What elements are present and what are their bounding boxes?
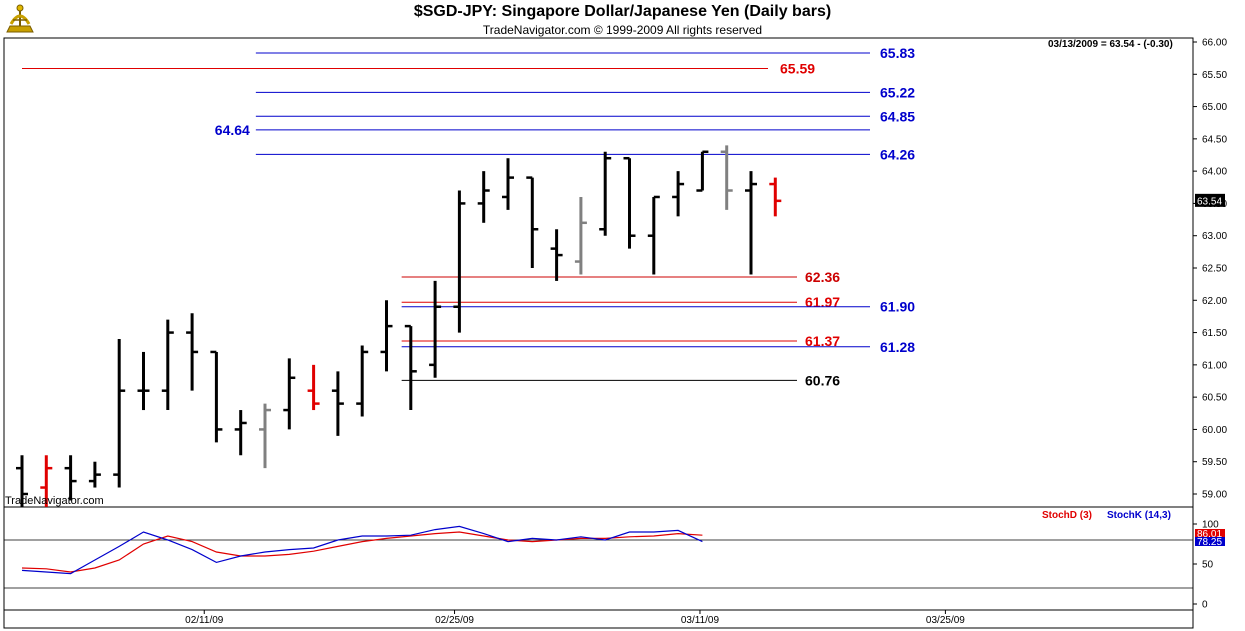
chart-header: $SGD-JPY: Singapore Dollar/Japanese Yen … <box>0 0 1245 40</box>
level-label: 60.76 <box>805 372 840 388</box>
price-bar[interactable] <box>526 176 539 268</box>
price-bar[interactable] <box>404 324 417 411</box>
price-bar[interactable] <box>88 461 101 488</box>
level-label: 64.64 <box>215 122 250 138</box>
level-label: 65.22 <box>880 84 915 100</box>
price-tick-label: 65.50 <box>1202 70 1227 81</box>
stoch-series-line <box>21 531 703 573</box>
level-label: 65.83 <box>880 45 915 61</box>
date-tick-label: 03/25/09 <box>926 615 965 626</box>
price-bar[interactable] <box>259 403 271 469</box>
level-label: 61.90 <box>880 299 915 315</box>
price-bar[interactable] <box>453 190 466 333</box>
price-bar[interactable] <box>720 145 733 210</box>
price-readout: 03/13/2009 = 63.54 - (-0.30) <box>1048 39 1173 50</box>
price-bar[interactable] <box>696 150 709 192</box>
date-tick-label: 03/11/09 <box>681 615 720 626</box>
level-label: 64.85 <box>880 108 915 124</box>
price-tick-label: 65.00 <box>1202 102 1227 113</box>
stoch-tick-label: 50 <box>1202 560 1214 571</box>
price-bar[interactable] <box>477 171 490 223</box>
stoch-legend-entry: StochD (3) <box>1042 510 1092 521</box>
date-axis: 02/11/09 02/25/09 03/11/09 03/25/09 <box>185 610 965 626</box>
price-tick-label: 64.00 <box>1202 167 1227 178</box>
date-tick-label: 02/25/09 <box>435 615 474 626</box>
price-bar[interactable] <box>429 280 442 378</box>
level-label: 61.37 <box>805 333 840 349</box>
price-bar[interactable] <box>623 156 636 249</box>
price-tick-label: 62.00 <box>1202 296 1227 307</box>
price-tick-label: 60.50 <box>1202 393 1227 404</box>
last-price-label: 63.54 <box>1197 196 1222 207</box>
level-label: 61.28 <box>880 339 915 355</box>
price-bar[interactable] <box>40 455 53 507</box>
price-bar[interactable] <box>502 158 514 210</box>
price-bar[interactable] <box>672 171 685 217</box>
level-label: 61.97 <box>805 294 840 310</box>
price-bar[interactable] <box>113 339 126 488</box>
price-bar[interactable] <box>550 229 563 281</box>
stoch-last-value: 78.25 <box>1197 537 1222 548</box>
price-bar[interactable] <box>356 345 369 417</box>
price-tick-label: 60.00 <box>1202 425 1227 436</box>
price-bar[interactable] <box>331 371 344 436</box>
last-price-box <box>1195 193 1225 207</box>
chart-subtitle: TradeNavigator.com © 1999-2009 All right… <box>482 23 763 37</box>
date-tick-label: 02/11/09 <box>185 615 224 626</box>
price-tick-label: 61.50 <box>1202 328 1227 339</box>
stoch-tick-label: 100 <box>1202 520 1219 531</box>
price-bar[interactable] <box>234 410 247 456</box>
stoch-legend-entry: StochK (14,3) <box>1107 510 1171 521</box>
price-axis[interactable]: 59.00 59.50 60.00 60.50 61.00 61.50 62.00 62.50… <box>1193 38 1227 501</box>
stoch-tick-label: 0 <box>1202 600 1208 611</box>
level-label: 64.26 <box>880 146 915 162</box>
price-bar[interactable] <box>380 300 393 372</box>
price-bar[interactable] <box>16 455 28 507</box>
price-tick-label: 61.00 <box>1202 360 1227 371</box>
level-label: 65.59 <box>780 60 815 76</box>
price-bar[interactable] <box>745 171 757 275</box>
sextant-logo-icon <box>6 4 34 33</box>
price-bar[interactable] <box>647 195 660 275</box>
price-tick-label: 64.50 <box>1202 134 1227 145</box>
stoch-last-value-box <box>1195 529 1225 538</box>
watermark-text: TradeNavigator.com <box>5 495 104 507</box>
price-bars[interactable] <box>16 145 782 507</box>
price-tick-label: 59.00 <box>1202 490 1227 501</box>
price-bar[interactable] <box>210 350 223 443</box>
fib-levels: 65.83 65.59 65.22 64.85 64.64 64.26 62.36 61.97… <box>22 45 915 388</box>
price-bar[interactable] <box>161 319 174 411</box>
price-bar[interactable] <box>307 364 320 411</box>
price-bar[interactable] <box>137 351 150 411</box>
price-tick-label: 59.50 <box>1202 457 1227 468</box>
chart-title: $SGD-JPY: Singapore Dollar/Japanese Yen … <box>413 3 832 20</box>
price-bar[interactable] <box>186 313 199 391</box>
stoch-last-value: 86.01 <box>1197 529 1222 540</box>
price-bar[interactable] <box>283 358 296 430</box>
price-tick-label: 66.00 <box>1202 38 1227 49</box>
price-bar[interactable] <box>769 177 782 217</box>
level-label: 62.36 <box>805 269 840 285</box>
price-bar[interactable] <box>574 196 587 275</box>
price-bar[interactable] <box>64 455 77 501</box>
stoch-last-value-box <box>1195 537 1225 546</box>
price-tick-label: 63.00 <box>1202 231 1227 242</box>
stoch-series-line <box>21 525 703 575</box>
price-tick-label: 62.50 <box>1202 264 1227 275</box>
price-bar[interactable] <box>599 151 612 236</box>
